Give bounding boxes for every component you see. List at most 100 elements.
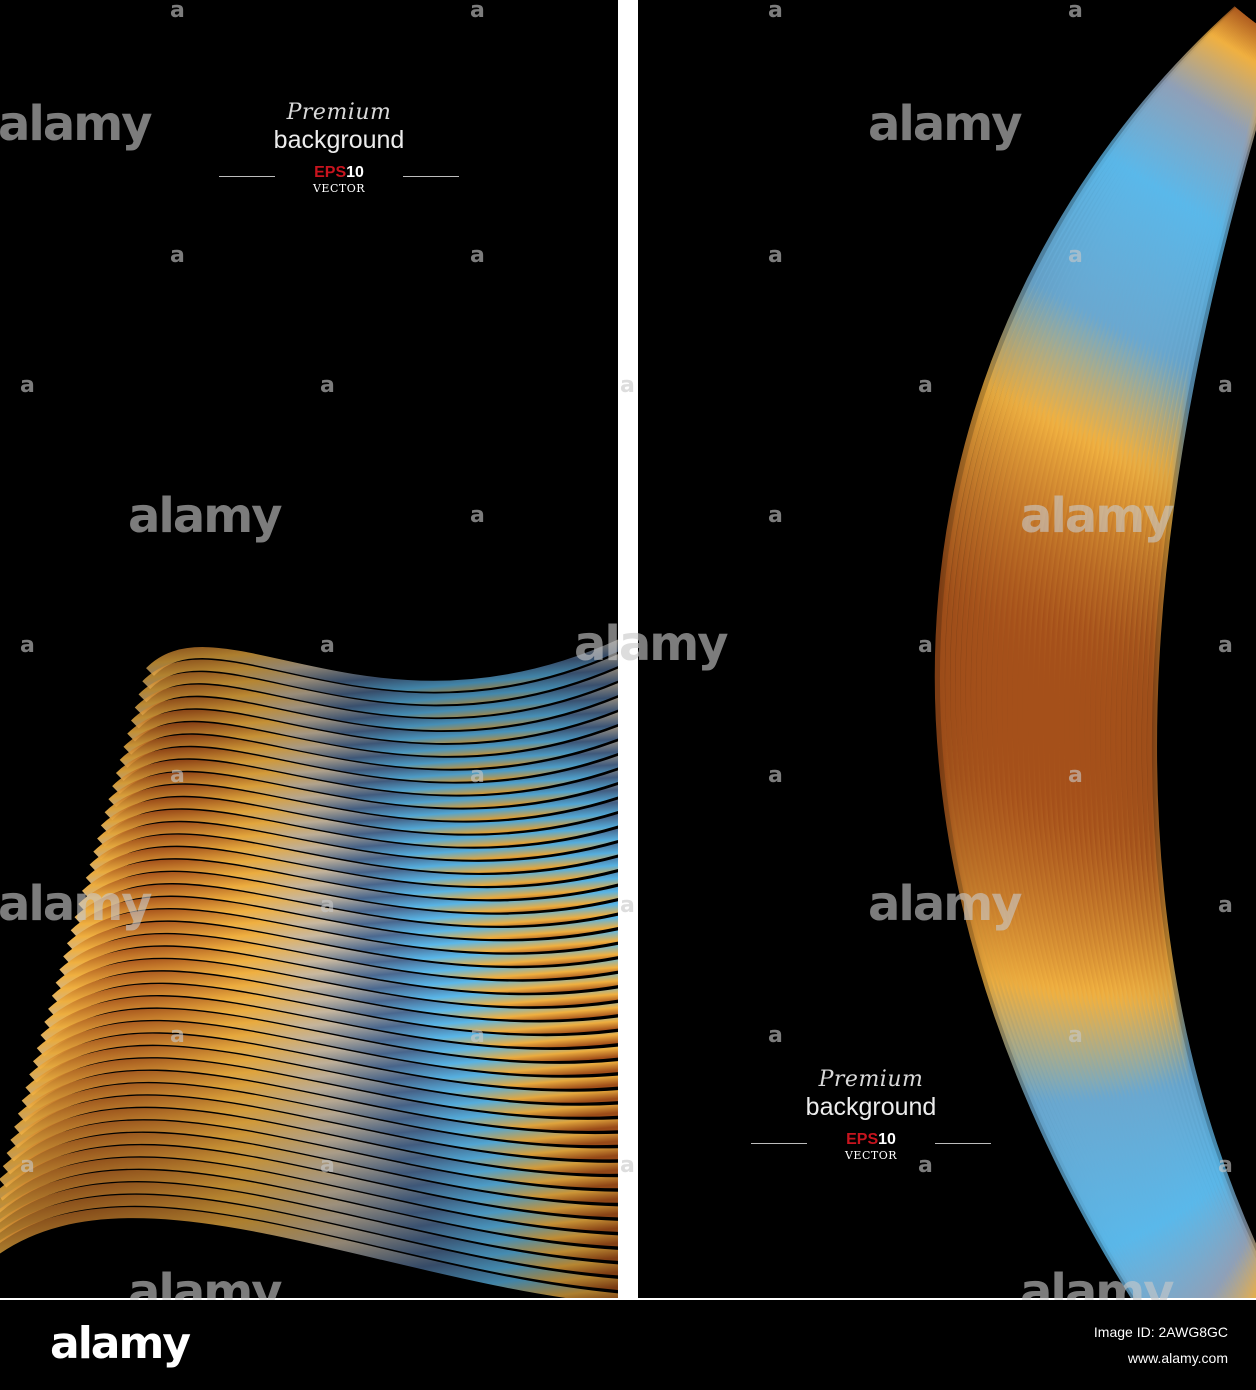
- wave-stroke: [138, 668, 618, 718]
- eps-label: EPS10: [314, 164, 364, 181]
- watermark-mark: a: [768, 1023, 783, 1048]
- wave-stroke: [70, 897, 618, 953]
- watermark-mark: a: [918, 373, 933, 398]
- wave-stroke: [1147, 94, 1256, 1268]
- watermark-mark: a: [620, 373, 635, 398]
- watermark-logo: alamy: [0, 876, 153, 932]
- watermark-mark: a: [768, 763, 783, 788]
- watermark-mark: a: [1218, 1153, 1233, 1178]
- wave-stroke: [131, 697, 618, 743]
- wave-stroke: [17, 1071, 618, 1146]
- vector-label: VECTOR: [844, 1149, 898, 1162]
- wave-stroke: [123, 722, 618, 769]
- wave-lines: [0, 639, 618, 1298]
- eps-badge: EPS10 VECTOR: [751, 1131, 991, 1165]
- watermark-mark: a: [1218, 633, 1233, 658]
- wave-stroke: [29, 1033, 618, 1103]
- background-text: background: [273, 126, 405, 154]
- wave-stroke: [51, 959, 618, 1020]
- watermark-mark: a: [170, 243, 185, 268]
- watermark-mark: a: [768, 0, 783, 23]
- watermark-mark: a: [170, 0, 185, 23]
- left-wave-graphic: [0, 639, 618, 1298]
- wave-stroke: [0, 1207, 618, 1298]
- wave-stroke: [0, 1194, 618, 1290]
- wave-lines: [934, 6, 1256, 1298]
- left-title-block: Premium background EPS10 VECTOR: [219, 100, 459, 198]
- alamy-logo: alamy: [50, 1318, 191, 1369]
- wave-stroke: [0, 1132, 618, 1218]
- wave-stroke: [97, 809, 618, 860]
- watermark-mark: a: [20, 373, 35, 398]
- watermark-mark: a: [170, 763, 185, 788]
- watermark-logo: alamy: [574, 616, 729, 672]
- watermark-mark: a: [1068, 763, 1083, 788]
- watermark-mark: a: [470, 763, 485, 788]
- wave-stroke: [25, 1046, 618, 1117]
- watermark-mark: a: [320, 1153, 335, 1178]
- premium-script: Premium: [818, 1067, 924, 1092]
- vector-label: VECTOR: [312, 182, 366, 195]
- wave-stroke: [127, 709, 618, 756]
- watermark-mark: a: [1068, 1023, 1083, 1048]
- wave-stroke: [104, 784, 618, 834]
- premium-script: Premium: [286, 100, 392, 125]
- wave-stroke: [66, 909, 618, 966]
- watermark-mark: a: [620, 1153, 635, 1178]
- watermark-mark: a: [620, 893, 635, 918]
- watermark-mark: a: [470, 503, 485, 528]
- watermark-mark: a: [170, 1023, 185, 1048]
- watermark-mark: a: [918, 1153, 933, 1178]
- eps-badge: EPS10 VECTOR: [219, 164, 459, 198]
- wave-stroke: [112, 759, 618, 808]
- watermark-mark: a: [918, 633, 933, 658]
- wave-stroke: [78, 872, 618, 926]
- wave-stroke: [32, 1021, 618, 1089]
- watermark-mark: a: [1068, 243, 1083, 268]
- watermark-logo: alamy: [128, 488, 283, 544]
- wave-stroke: [74, 884, 618, 939]
- wave-stroke: [59, 934, 618, 993]
- watermark-mark: a: [20, 1153, 35, 1178]
- eps-label: EPS10: [846, 1131, 896, 1148]
- wave-stroke: [48, 971, 618, 1034]
- wave-stroke: [21, 1058, 618, 1131]
- watermark-mark: a: [470, 0, 485, 23]
- wave-stroke: [85, 847, 618, 900]
- divider-line: [403, 176, 459, 177]
- watermark-logo: alamy: [1020, 488, 1175, 544]
- wave-stroke: [36, 1008, 618, 1075]
- wave-stroke: [40, 996, 618, 1062]
- wave-stroke: [0, 1170, 618, 1261]
- watermark-mark: a: [768, 503, 783, 528]
- wave-stroke: [2, 1120, 618, 1203]
- wave-stroke: [55, 946, 618, 1007]
- wave-stroke: [93, 822, 618, 873]
- wave-stroke: [115, 747, 618, 795]
- watermark-logo: alamy: [0, 96, 153, 152]
- watermark-logo: alamy: [868, 876, 1023, 932]
- watermark-mark: a: [1068, 0, 1083, 23]
- wave-stroke: [146, 639, 618, 692]
- watermark-mark: a: [320, 633, 335, 658]
- wave-stroke: [142, 653, 618, 705]
- divider-line: [751, 1143, 807, 1144]
- wave-stroke: [10, 1095, 618, 1174]
- image-id: Image ID: 2AWG8GC: [1093, 1324, 1228, 1340]
- wave-stroke: [0, 1157, 618, 1247]
- wave-stroke: [108, 772, 618, 821]
- watermark-logo: alamy: [868, 96, 1023, 152]
- wave-stroke: [63, 921, 618, 980]
- watermark-mark: a: [1218, 373, 1233, 398]
- right-banner: Premium background EPS10 VECTOR: [638, 0, 1256, 1298]
- watermark-mark: a: [320, 373, 335, 398]
- wave-stroke: [82, 859, 618, 913]
- watermark-mark: a: [1218, 893, 1233, 918]
- wave-stroke: [119, 734, 618, 782]
- right-title-block: Premium background EPS10 VECTOR: [751, 1067, 991, 1165]
- wave-stroke: [89, 834, 618, 886]
- left-banner: Premium background EPS10 VECTOR: [0, 0, 618, 1298]
- watermark-mark: a: [470, 243, 485, 268]
- divider-line: [219, 176, 275, 177]
- divider-line: [935, 1143, 991, 1144]
